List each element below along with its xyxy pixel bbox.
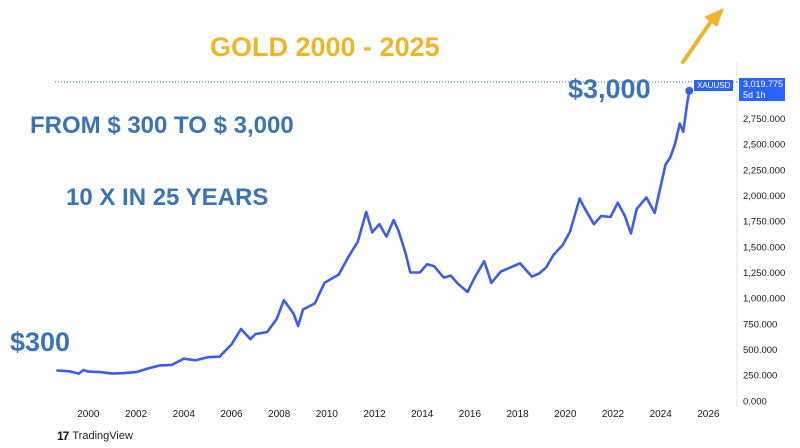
x-tick-label: 2004 [173, 409, 196, 420]
y-tick-label: 750.000 [743, 319, 777, 330]
up-arrow-icon [681, 8, 724, 64]
x-tick-label: 2010 [316, 409, 339, 420]
multiple-annotation: 10 X IN 25 YEARS [66, 184, 269, 211]
x-tick-label: 2008 [268, 409, 291, 420]
y-tick-label: 1,750.000 [743, 217, 785, 228]
x-tick-label: 2016 [459, 409, 482, 420]
y-tick-label: 500.000 [743, 345, 777, 356]
tradingview-logo-icon: 17 [57, 429, 69, 443]
end-price-label: $3,000 [568, 74, 651, 104]
chart-title-annotation: GOLD 2000 - 2025 [210, 32, 440, 62]
start-price-label: $300 [10, 327, 71, 357]
y-tick-label: 2,750.000 [743, 114, 785, 125]
x-tick-label: 2022 [602, 409, 625, 420]
bar-countdown: 5d 1h [743, 90, 766, 100]
x-tick-label: 2006 [220, 409, 243, 420]
y-tick-label: 1,250.000 [743, 268, 785, 279]
last-price-tag: 3,019.775 5d 1h [739, 78, 785, 101]
symbol-tag: XAUUSD [694, 80, 734, 91]
x-tick-label: 2012 [363, 409, 386, 420]
x-axis-ticks: 2000 2002 2004 2006 2008 2010 2012 2014 2016 2018… [77, 409, 720, 420]
y-axis-ticks: 0.000 250.000 500.000 750.000 1,000.000 1,250… [743, 114, 785, 407]
y-tick-label: 2,250.000 [743, 165, 785, 176]
x-tick-label: 2000 [77, 409, 100, 420]
y-tick-label: 1,500.000 [743, 242, 785, 253]
last-price-marker [685, 86, 694, 95]
tradingview-logo: 17 TradingView [57, 429, 133, 443]
last-price-value: 3,019.775 [743, 79, 784, 89]
x-tick-label: 2024 [650, 409, 673, 420]
series-line [56, 89, 691, 375]
y-tick-label: 2,500.000 [743, 140, 785, 151]
x-tick-label: 2018 [506, 409, 529, 420]
range-annotation: FROM $ 300 TO $ 3,000 [30, 112, 294, 139]
tradingview-brand-name: TradingView [72, 430, 133, 442]
y-tick-label: 0.000 [743, 396, 767, 407]
y-tick-label: 250.000 [743, 371, 777, 382]
x-tick-label: 2026 [697, 409, 720, 420]
x-tick-label: 2014 [411, 409, 434, 420]
y-tick-label: 2,000.000 [743, 191, 785, 202]
x-tick-label: 2020 [554, 409, 577, 420]
y-tick-label: 1,000.000 [743, 294, 785, 305]
x-tick-label: 2002 [125, 409, 148, 420]
